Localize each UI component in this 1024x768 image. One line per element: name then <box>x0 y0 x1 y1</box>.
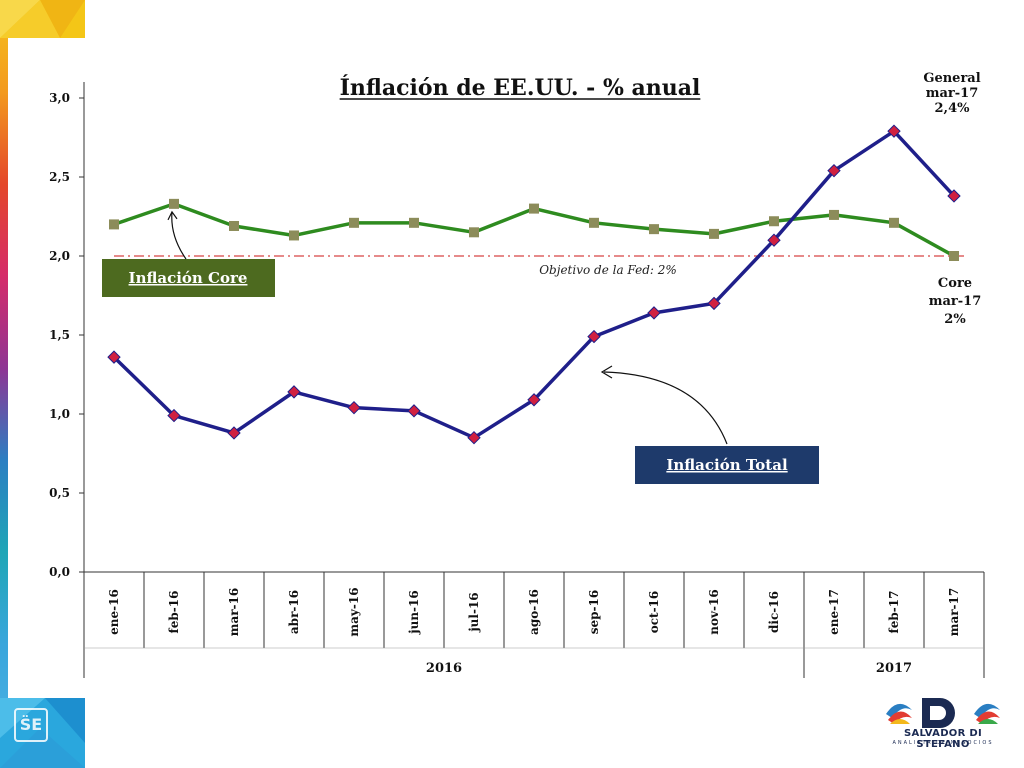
y-tick-label: 0,0 <box>49 565 70 579</box>
data-point-core <box>589 217 599 228</box>
x-tick-label: ago-16 <box>527 589 541 635</box>
total-arrow-icon <box>603 371 728 445</box>
core-arrowhead-icon <box>167 210 178 221</box>
y-tick-label: 2,0 <box>49 249 70 263</box>
data-point-core <box>169 198 179 209</box>
x-tick-label: feb-16 <box>167 591 181 634</box>
y-tick-label: 1,5 <box>49 328 70 342</box>
data-point-total <box>827 163 841 178</box>
data-point-total <box>587 329 601 344</box>
corner-triangles <box>0 0 85 38</box>
y-tick-label: 3,0 <box>49 91 70 105</box>
data-point-core <box>949 251 959 261</box>
data-point-core <box>889 217 899 228</box>
core-annotation-line: Core <box>938 276 972 291</box>
chart-series <box>107 124 961 445</box>
brand-logo: SALVADOR DI STEFANO ANALISTA DE NEGOCIOS <box>882 694 1004 750</box>
x-tick-label: jun-16 <box>407 590 421 634</box>
x-tick-label: dic-16 <box>767 591 781 633</box>
core-label-text: Inflación Core <box>129 269 248 287</box>
chart-title: Ínflación de EE.UU. - % anual <box>340 74 701 101</box>
core-label-box <box>102 259 275 297</box>
corner-bl-triangles <box>0 698 85 768</box>
data-point-core <box>349 217 359 228</box>
y-axis-tick-labels: 0,0 0,5 1,0 1,5 2,0 2,5 3,0 <box>49 91 70 579</box>
data-point-total <box>887 124 901 138</box>
data-point-core <box>229 220 239 231</box>
fed-target-label: Objetivo de la Fed: 2% <box>539 263 677 277</box>
data-point-total <box>647 306 661 320</box>
x-tick-label: ene-17 <box>827 589 841 635</box>
data-point-core <box>769 216 779 227</box>
x-tick-label: mar-16 <box>227 588 241 636</box>
total-arrowhead-icon <box>600 365 613 379</box>
data-point-core <box>709 228 719 239</box>
y-tick-label: 1,0 <box>49 407 70 421</box>
general-annotation-line: 2,4% <box>935 101 971 116</box>
x-tick-label: nov-16 <box>707 589 721 634</box>
year-group-labels: 2016 2017 <box>426 661 912 676</box>
data-point-core <box>409 217 419 228</box>
x-tick-label: abr-16 <box>287 590 301 634</box>
data-point-core <box>529 203 539 214</box>
fed-target-line: Objetivo de la Fed: 2% <box>114 255 964 277</box>
x-tick-label: ene-16 <box>107 589 121 635</box>
core-annotation-line: 2% <box>944 312 966 327</box>
data-point-total <box>347 400 361 415</box>
data-point-total <box>227 426 241 440</box>
data-point-total <box>467 430 481 445</box>
x-tick-label: jul-16 <box>467 592 481 632</box>
chart-axes <box>79 82 985 678</box>
brand-name: SALVADOR DI STEFANO <box>903 728 983 750</box>
y-tick-label: 0,5 <box>49 486 70 500</box>
total-label-box <box>635 446 819 484</box>
data-point-total <box>287 385 301 399</box>
data-point-core <box>649 224 659 235</box>
data-point-total <box>167 408 181 423</box>
core-arrow-icon <box>171 211 187 260</box>
decorative-corner-bottom-left: S̈E <box>0 698 85 768</box>
data-point-core <box>829 209 839 220</box>
decorative-left-strip <box>0 0 8 768</box>
y-tick-label: 2,5 <box>49 170 70 184</box>
x-tick-label: oct-16 <box>647 591 661 634</box>
total-label-text: Inflación Total <box>666 456 788 474</box>
data-point-total <box>947 189 961 203</box>
se-logo-icon: S̈E <box>14 708 48 742</box>
x-tick-label: may-16 <box>347 587 361 636</box>
data-point-core <box>469 227 479 238</box>
data-point-total <box>527 393 541 407</box>
x-tick-label: mar-17 <box>947 588 961 636</box>
data-point-total <box>107 350 121 364</box>
data-point-total <box>707 296 721 311</box>
decorative-corner-top-left <box>0 0 85 38</box>
x-tick-label: feb-17 <box>887 591 901 634</box>
data-point-core <box>289 230 299 241</box>
general-annotation-line: mar-17 <box>926 86 979 101</box>
data-point-core <box>109 219 119 230</box>
core-annotation-line: mar-17 <box>929 294 982 309</box>
year-label: 2016 <box>426 661 462 676</box>
sds-logo-icon <box>886 698 1000 728</box>
general-annotation-line: General <box>923 71 980 86</box>
data-point-total <box>407 404 421 418</box>
data-point-total <box>767 233 781 247</box>
year-label: 2017 <box>876 661 912 676</box>
x-tick-label: sep-16 <box>587 590 601 634</box>
brand-tagline: ANALISTA DE NEGOCIOS <box>892 740 994 746</box>
x-axis-tick-labels: ene-16 feb-16 mar-16 abr-16 may-16 jun-16 jul-… <box>107 587 961 636</box>
